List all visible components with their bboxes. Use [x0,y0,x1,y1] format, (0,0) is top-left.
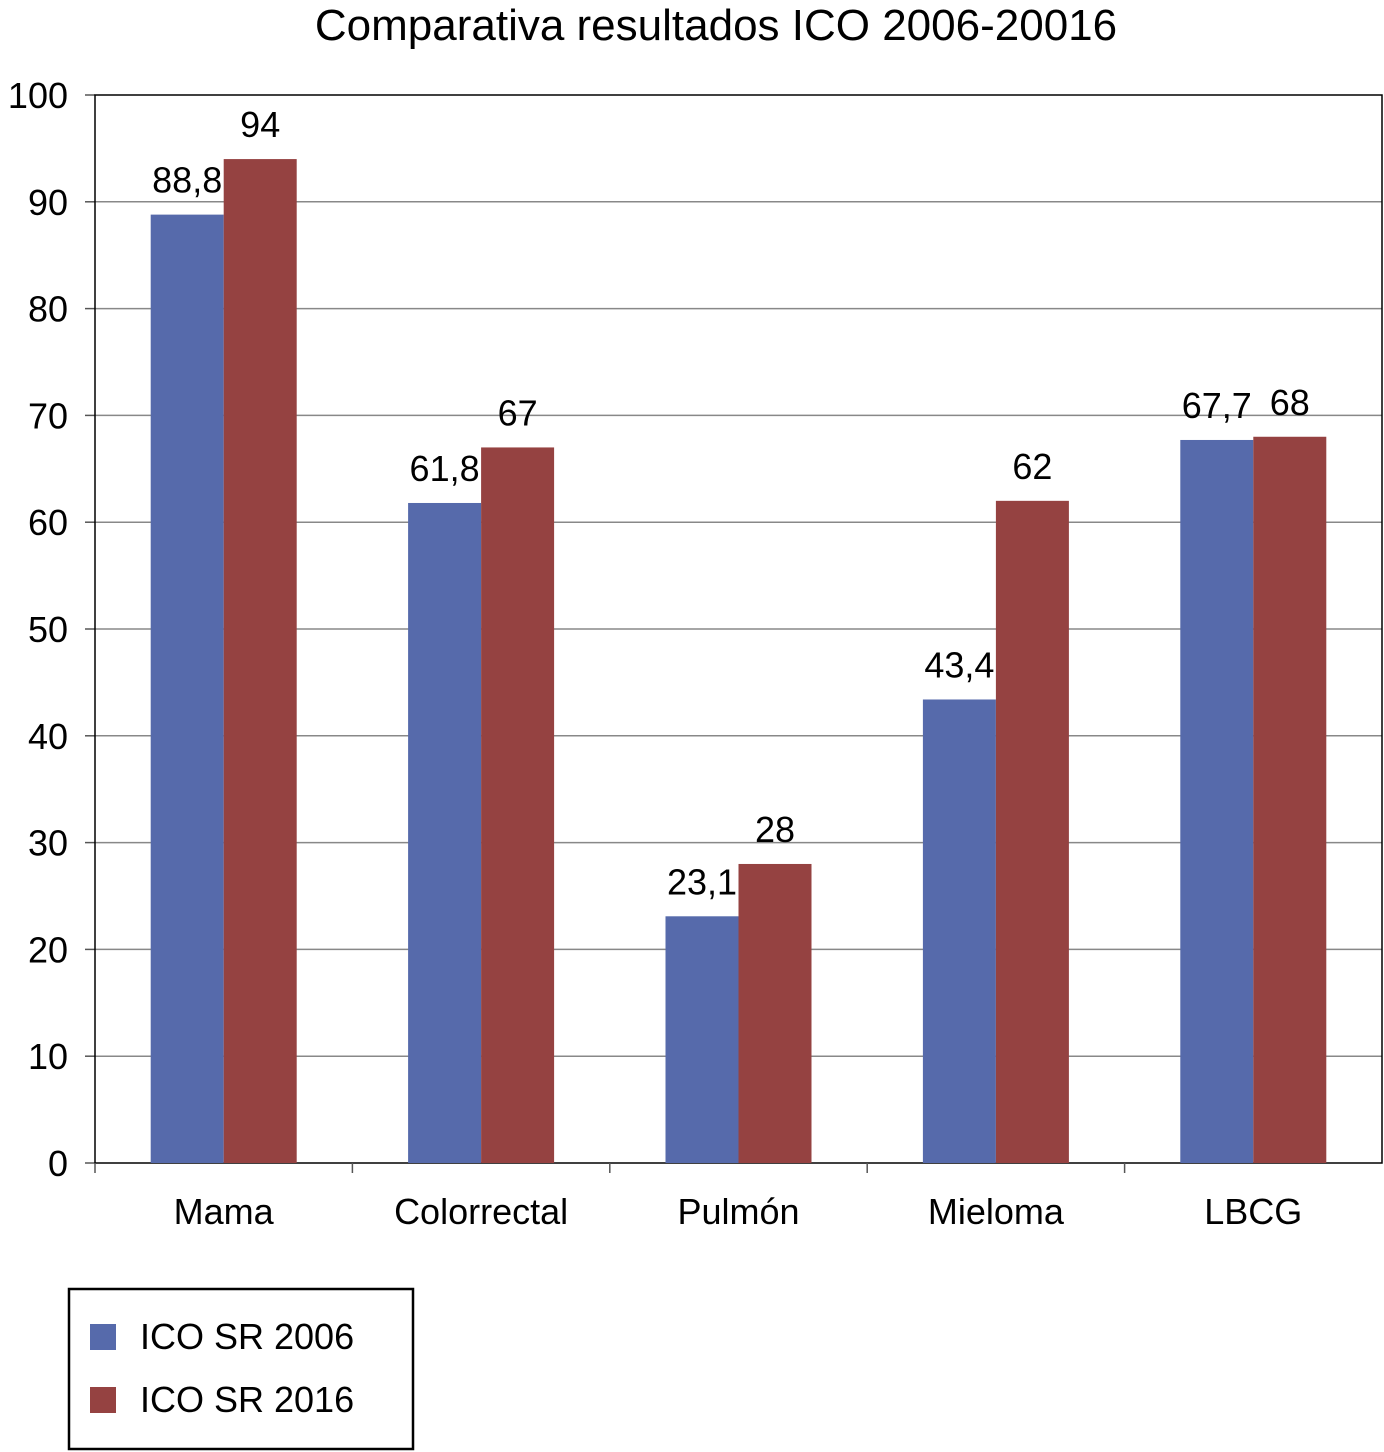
y-tick-label: 20 [28,929,68,970]
data-label: 68 [1270,382,1310,423]
bar-mama-series-2 [223,159,297,1163]
y-axis-tick-labels: 0 10 20 30 40 50 60 70 80 90 100 [8,75,68,1184]
legend-label-series-2: ICO SR 2016 [140,1379,354,1420]
y-tick-label: 80 [28,289,68,330]
bar-mieloma-series-1 [922,699,996,1163]
y-tick-label: 100 [8,75,68,116]
y-tick-label: 70 [28,395,68,436]
x-axis-category-labels: Mama Colorrectal Pulmón Mieloma LBCG [174,1191,1303,1232]
data-label: 23,1 [667,861,737,902]
y-tick-label: 0 [48,1143,68,1184]
bar-pulmón-series-2 [738,863,812,1163]
bar-colorrectal-series-1 [408,502,482,1163]
bar-pulmón-series-1 [665,916,739,1163]
data-label: 62 [1012,446,1052,487]
gridlines [95,201,1382,1057]
data-label: 94 [240,104,280,145]
legend-label-series-1: ICO SR 2006 [140,1316,354,1357]
bar-colorrectal-series-2 [481,447,555,1163]
data-label: 61,8 [410,448,480,489]
y-tick-label: 10 [28,1036,68,1077]
data-label: 43,4 [924,644,994,685]
x-category-label: Mieloma [928,1191,1065,1232]
x-category-label: Colorrectal [394,1191,568,1232]
bars [150,159,1327,1164]
bar-mama-series-1 [150,214,224,1164]
legend-swatch-series-2 [90,1387,116,1413]
data-label: 67,7 [1182,385,1252,426]
legend: ICO SR 2006 ICO SR 2016 [67,1287,415,1451]
legend-swatch-series-1 [90,1324,116,1350]
y-tick-label: 50 [28,609,68,650]
bar-lbcg-series-2 [1253,436,1327,1163]
bar-lbcg-series-1 [1180,439,1254,1163]
y-tick-label: 90 [28,182,68,223]
legend-box [67,1287,415,1451]
x-category-label: Mama [174,1191,275,1232]
x-category-label: Pulmón [677,1191,799,1232]
chart-title: Comparativa resultados ICO 2006-20016 [315,1,1117,50]
y-tick-label: 60 [28,502,68,543]
x-category-label: LBCG [1204,1191,1302,1232]
data-label: 28 [755,809,795,850]
data-label: 67 [498,392,538,433]
y-tick-label: 30 [28,823,68,864]
data-label: 88,8 [152,160,222,201]
data-labels: 88,8 94 61,8 67 23,1 28 43,4 62 67,7 68 [152,104,1310,902]
y-tick-label: 40 [28,716,68,757]
bar-mieloma-series-2 [995,500,1069,1164]
